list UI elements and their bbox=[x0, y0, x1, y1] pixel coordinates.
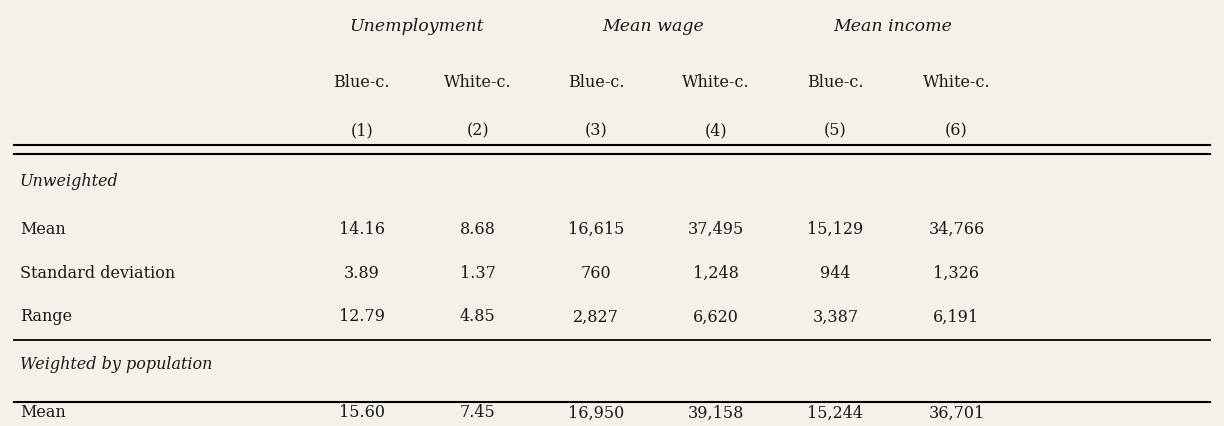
Text: 8.68: 8.68 bbox=[460, 221, 496, 238]
Text: Mean income: Mean income bbox=[834, 18, 952, 35]
Text: Mean: Mean bbox=[20, 404, 65, 421]
Text: 34,766: 34,766 bbox=[928, 221, 984, 238]
Text: White-c.: White-c. bbox=[923, 75, 990, 92]
Text: 760: 760 bbox=[581, 265, 612, 282]
Text: 3,387: 3,387 bbox=[813, 308, 858, 325]
Text: Weighted by population: Weighted by population bbox=[20, 357, 212, 374]
Text: 14.16: 14.16 bbox=[339, 221, 384, 238]
Text: Blue-c.: Blue-c. bbox=[568, 75, 624, 92]
Text: White-c.: White-c. bbox=[444, 75, 512, 92]
Text: 16,950: 16,950 bbox=[568, 404, 624, 421]
Text: 12.79: 12.79 bbox=[339, 308, 384, 325]
Text: Blue-c.: Blue-c. bbox=[333, 75, 390, 92]
Text: Range: Range bbox=[20, 308, 72, 325]
Text: (5): (5) bbox=[824, 123, 847, 140]
Text: Standard deviation: Standard deviation bbox=[20, 265, 175, 282]
Text: Unweighted: Unweighted bbox=[20, 173, 119, 190]
Text: 6,620: 6,620 bbox=[693, 308, 739, 325]
Text: (1): (1) bbox=[350, 123, 373, 140]
Text: 7.45: 7.45 bbox=[460, 404, 496, 421]
Text: Mean: Mean bbox=[20, 221, 65, 238]
Text: 1,248: 1,248 bbox=[693, 265, 739, 282]
Text: 16,615: 16,615 bbox=[568, 221, 624, 238]
Text: 39,158: 39,158 bbox=[688, 404, 744, 421]
Text: 1,326: 1,326 bbox=[934, 265, 979, 282]
Text: Unemployment: Unemployment bbox=[349, 18, 483, 35]
Text: 15.60: 15.60 bbox=[339, 404, 384, 421]
Text: 3.89: 3.89 bbox=[344, 265, 379, 282]
Text: 36,701: 36,701 bbox=[928, 404, 984, 421]
Text: 37,495: 37,495 bbox=[688, 221, 744, 238]
Text: 15,244: 15,244 bbox=[808, 404, 863, 421]
Text: Blue-c.: Blue-c. bbox=[808, 75, 864, 92]
Text: (2): (2) bbox=[466, 123, 488, 140]
Text: (3): (3) bbox=[585, 123, 607, 140]
Text: 1.37: 1.37 bbox=[460, 265, 496, 282]
Text: 6,191: 6,191 bbox=[934, 308, 979, 325]
Text: White-c.: White-c. bbox=[682, 75, 749, 92]
Text: Mean wage: Mean wage bbox=[602, 18, 704, 35]
Text: (6): (6) bbox=[945, 123, 968, 140]
Text: (4): (4) bbox=[705, 123, 727, 140]
Text: 2,827: 2,827 bbox=[573, 308, 619, 325]
Text: 15,129: 15,129 bbox=[808, 221, 864, 238]
Text: 4.85: 4.85 bbox=[460, 308, 496, 325]
Text: 944: 944 bbox=[820, 265, 851, 282]
